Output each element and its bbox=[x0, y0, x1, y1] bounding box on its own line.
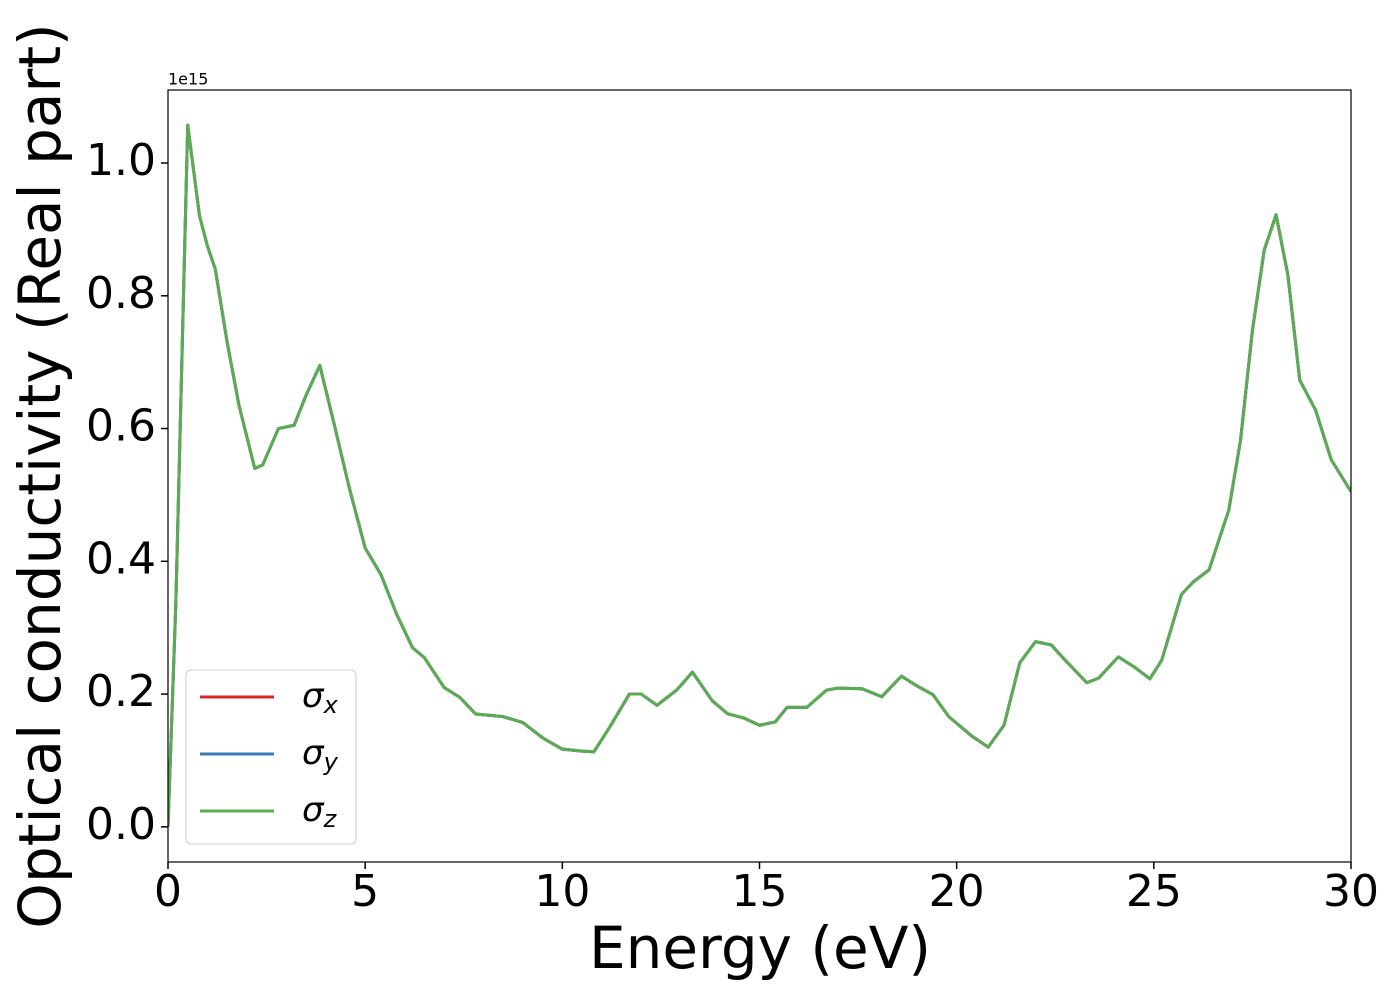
y-axis-label: Optical conductivity (Real part) bbox=[6, 23, 74, 928]
plot-frame bbox=[167, 89, 1352, 863]
legend-label: σy bbox=[302, 733, 339, 777]
x-tick-label: 20 bbox=[929, 866, 985, 917]
y-tick-label: 0.8 bbox=[86, 268, 156, 319]
y-tick-label: 0.2 bbox=[86, 666, 156, 717]
y-tick-label: 0.0 bbox=[86, 799, 156, 850]
y-tick-label: 0.4 bbox=[86, 533, 156, 584]
x-tick-label: 30 bbox=[1323, 866, 1379, 917]
x-tick-label: 15 bbox=[732, 866, 788, 917]
x-axis-label: Energy (eV) bbox=[589, 914, 931, 982]
legend-label: σx bbox=[302, 676, 339, 720]
x-tick-label: 0 bbox=[154, 866, 182, 917]
y-tick-label: 0.6 bbox=[86, 401, 156, 452]
series-line bbox=[168, 123, 1351, 827]
legend-box bbox=[185, 669, 357, 845]
y-tick-label: 1.0 bbox=[86, 135, 156, 186]
x-tick-label: 25 bbox=[1126, 866, 1182, 917]
x-tick-label: 5 bbox=[351, 866, 379, 917]
y-offset-text: 1e15 bbox=[168, 70, 208, 89]
legend-label: σz bbox=[302, 790, 338, 834]
x-tick-label: 10 bbox=[534, 866, 590, 917]
